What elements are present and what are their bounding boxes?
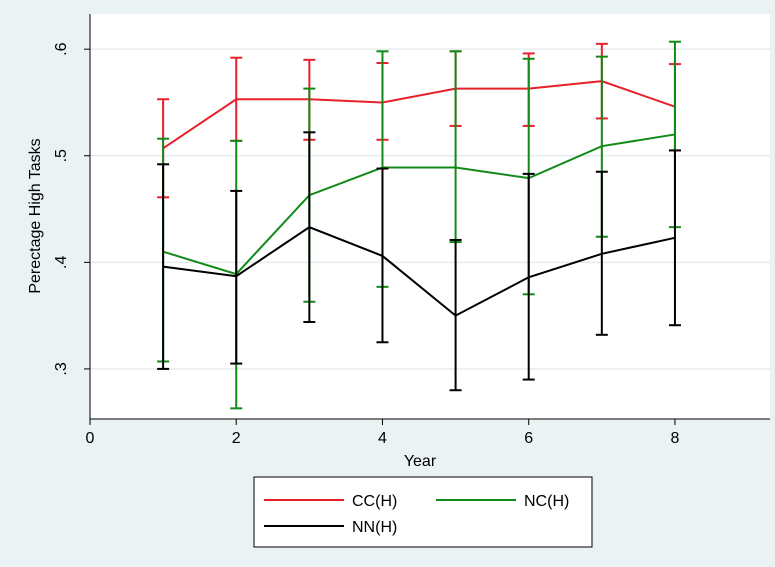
legend-label: CC(H) [352, 493, 397, 510]
legend-label: NN(H) [352, 519, 397, 536]
legend-label: NC(H) [524, 493, 569, 510]
y-axis-title: Perectage High Tasks [27, 138, 44, 293]
x-tick-label: 8 [670, 430, 679, 447]
x-axis-title: Year [404, 453, 437, 470]
x-tick-label: 2 [232, 430, 241, 447]
series-layer [157, 40, 681, 410]
x-tick-label: 6 [524, 430, 533, 447]
x-axis-ticks: 0 2 4 6 8 [86, 419, 679, 447]
legend-box [253, 476, 593, 548]
series-line [162, 133, 676, 276]
plot-area [90, 14, 770, 419]
y-axis-ticks: .3 .4 .5 .6 [53, 42, 90, 376]
y-tick-label: .4 [53, 256, 70, 269]
y-tick-label: .6 [53, 42, 70, 55]
series-line [162, 80, 676, 150]
series-line [162, 226, 676, 317]
axes [89, 14, 770, 420]
y-tick-label: .3 [53, 362, 70, 375]
legend: CC(H) NC(H) NN(H) [253, 476, 593, 548]
y-tick-label: .5 [53, 149, 70, 162]
gridlines [90, 48, 770, 370]
x-tick-label: 4 [378, 430, 387, 447]
series-NN(H) [157, 131, 681, 392]
x-tick-label: 0 [86, 430, 95, 447]
